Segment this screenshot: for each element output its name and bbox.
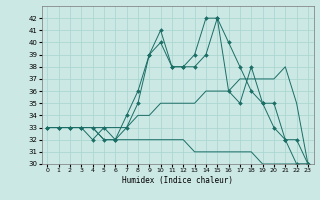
X-axis label: Humidex (Indice chaleur): Humidex (Indice chaleur) <box>122 176 233 185</box>
